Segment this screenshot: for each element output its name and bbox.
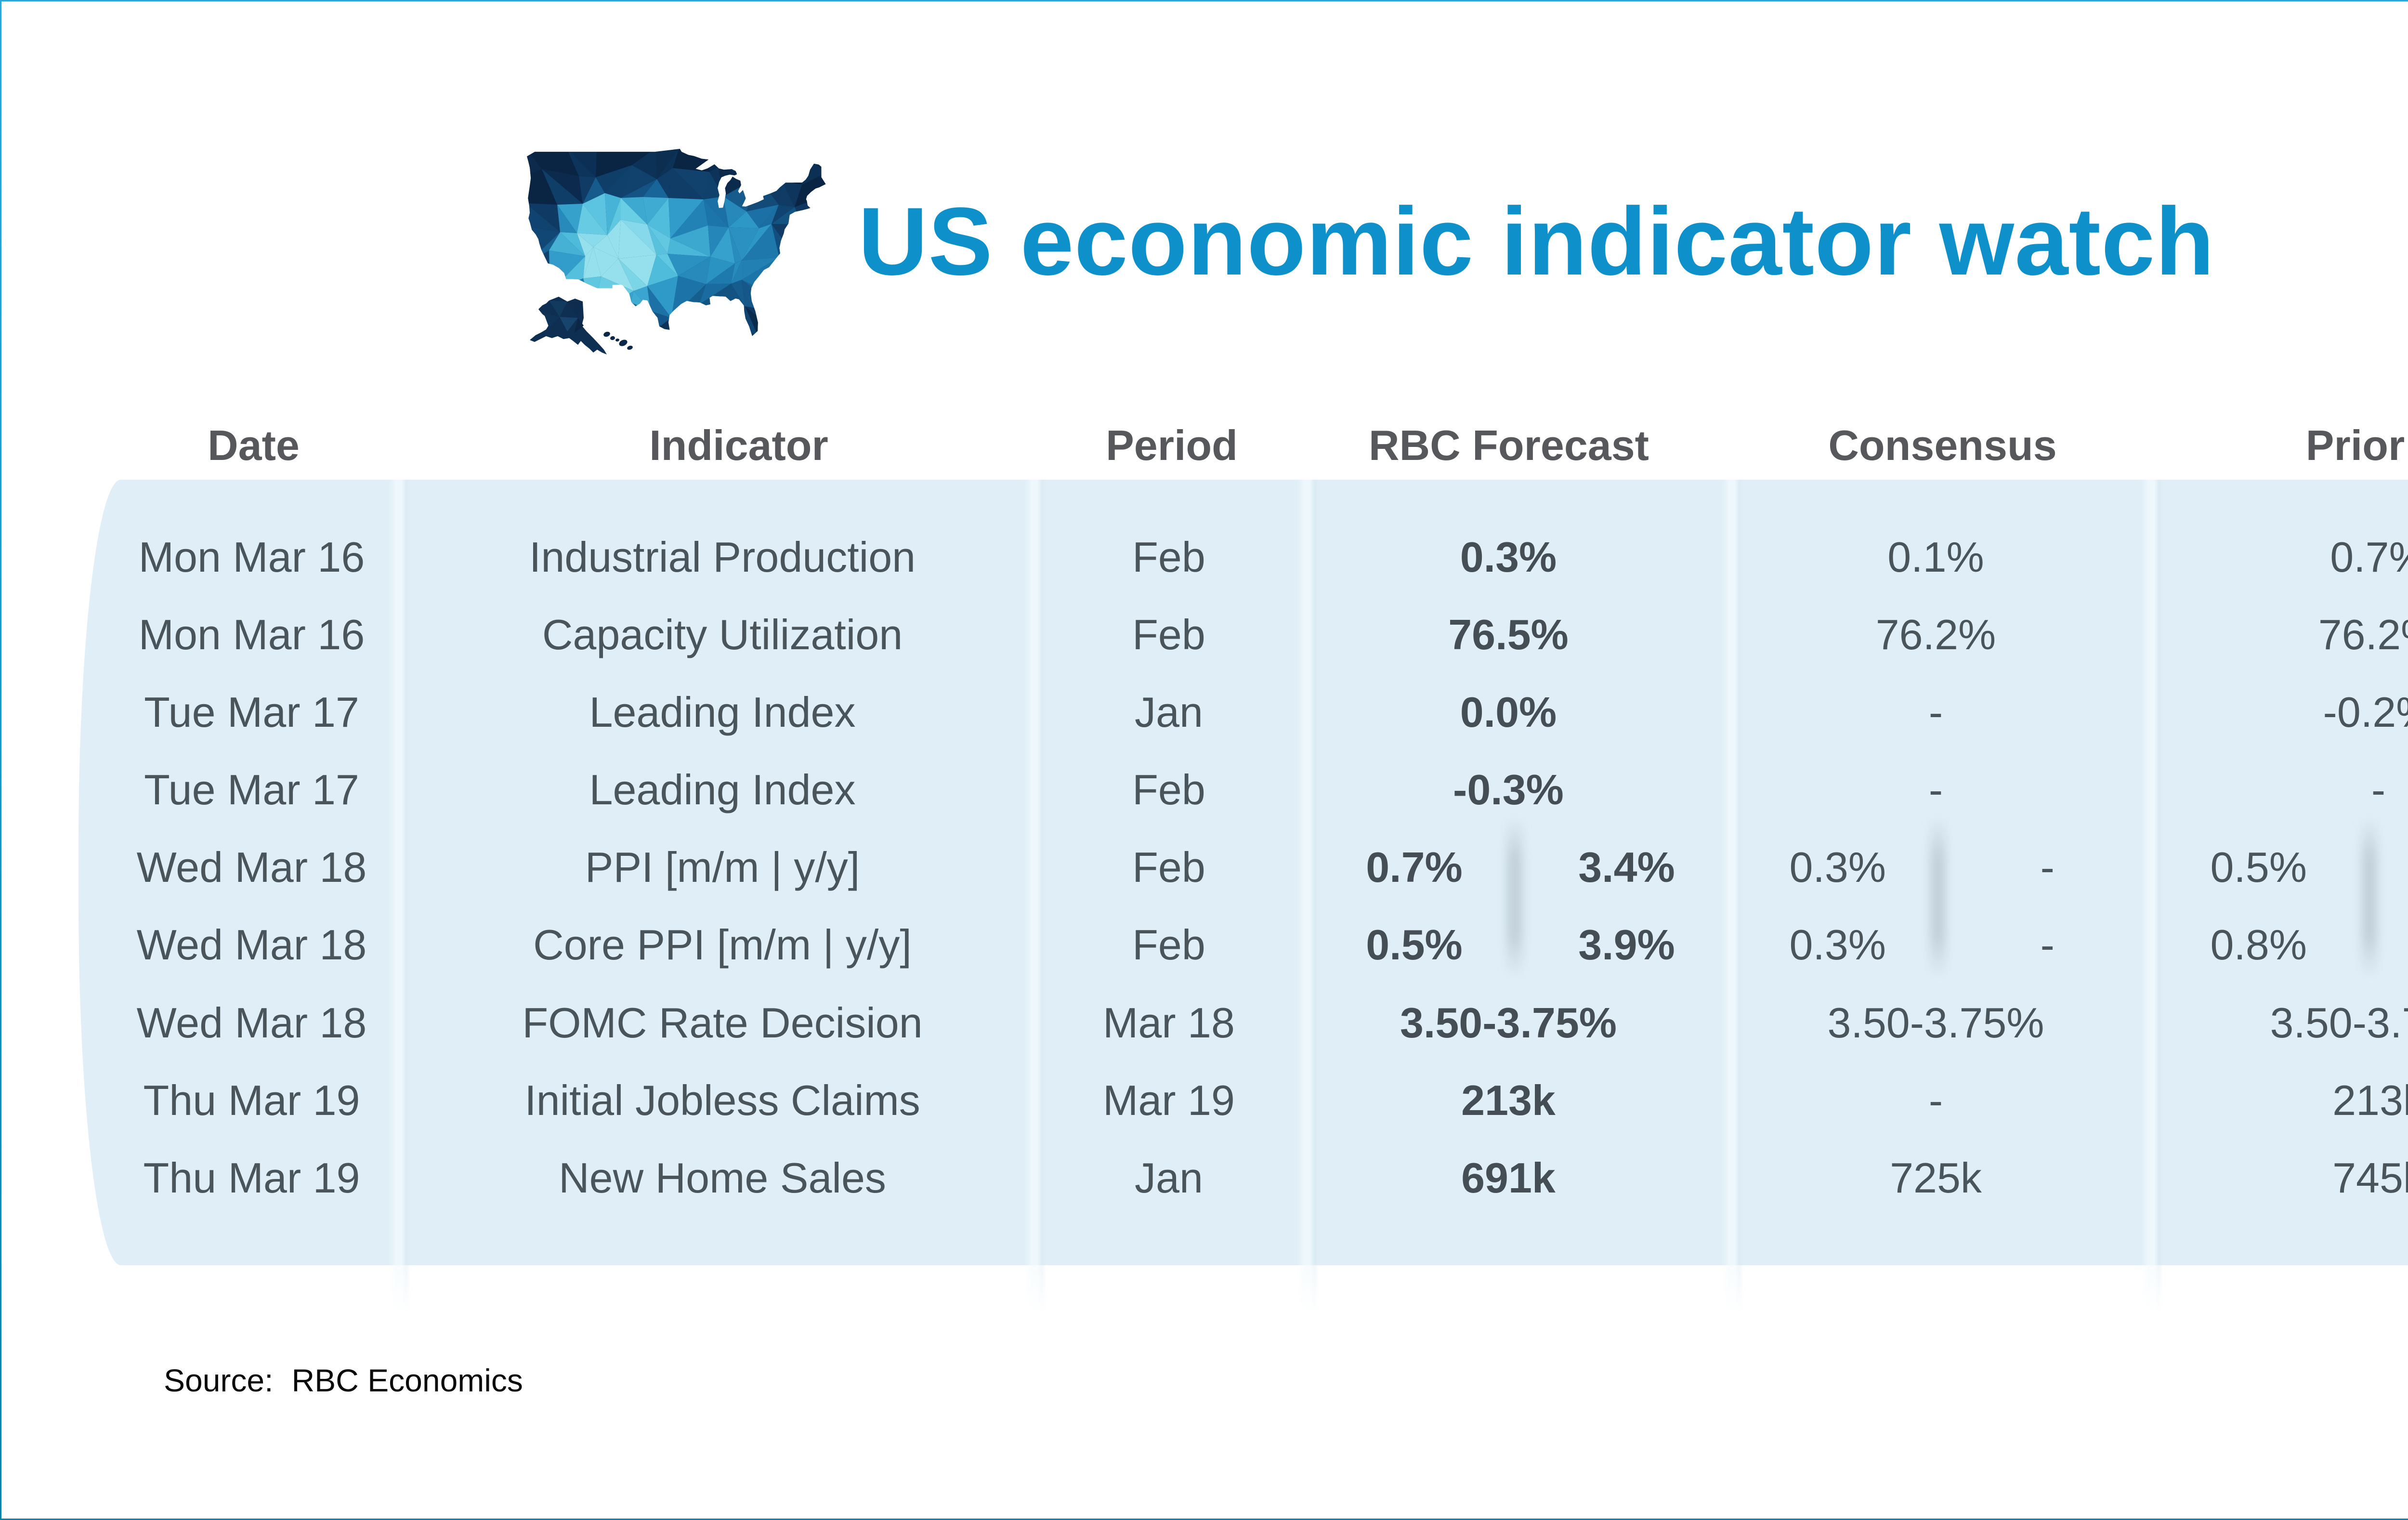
- cell-indicator: Core PPI [m/m | y/y]: [533, 921, 912, 969]
- cell-prior: -: [2371, 766, 2386, 813]
- cell-prior: 213k: [2332, 1076, 2408, 1124]
- table-header-row: Date Indicator Period RBC Forecast Consensus…: [0, 407, 2408, 484]
- cell-forecast: 0.0%: [1460, 688, 1557, 736]
- cell-period: Feb: [1132, 611, 1205, 658]
- table-row: Thu Mar 19 Initial Jobless Claims Mar 19 21…: [0, 1062, 2408, 1139]
- cell-prior-mm: 0.5%: [2210, 843, 2307, 891]
- table-row: Mon Mar 16 Industrial Production Feb 0.3% 0.…: [0, 519, 2408, 596]
- column-separator: [1024, 480, 1047, 1317]
- cell-consensus: 0.3% -: [1733, 906, 2152, 983]
- cell-consensus-yy: -: [2040, 843, 2055, 891]
- cell-consensus: -: [1928, 1076, 1943, 1124]
- usa-lowpoly-map: [527, 149, 826, 354]
- cell-forecast-yy: 3.9%: [1578, 921, 1675, 969]
- cell-forecast: 691k: [1461, 1154, 1556, 1202]
- cell-period: Feb: [1132, 843, 1205, 891]
- cell-indicator: Leading Index: [589, 766, 856, 813]
- cell-prior: 0.5% 2.9%: [2152, 829, 2408, 906]
- table-row: Mon Mar 16 Capacity Utilization Feb 76.5% 76…: [0, 596, 2408, 673]
- source-label: Source:: [164, 1363, 274, 1398]
- column-separator: [1722, 480, 1744, 1317]
- cell-forecast: 0.5% 3.9%: [1308, 906, 1733, 983]
- cell-prior-yy: 3.6%: [2365, 920, 2408, 970]
- cell-date: Mon Mar 16: [138, 611, 365, 658]
- cell-forecast-mm: 0.5%: [1366, 921, 1463, 969]
- cell-date: Wed Mar 18: [136, 921, 367, 969]
- cell-forecast: 0.3%: [1460, 533, 1557, 581]
- cell-date: Thu Mar 19: [143, 1076, 360, 1124]
- cell-prior-mm: 0.8%: [2210, 921, 2307, 969]
- cell-period: Jan: [1135, 1154, 1203, 1202]
- cell-prior: 0.7%: [2330, 533, 2408, 581]
- cell-prior: 3.50-3.75%: [2270, 999, 2408, 1047]
- source-note: Source: RBC Economics: [164, 1347, 523, 1414]
- cell-forecast: 213k: [1461, 1076, 1556, 1124]
- cell-period: Jan: [1135, 688, 1203, 736]
- column-header-date: Date: [208, 421, 300, 469]
- cell-date: Wed Mar 18: [136, 843, 367, 891]
- table-row: Tue Mar 17 Leading Index Jan 0.0% - -0.2%: [0, 674, 2408, 751]
- cell-indicator: Initial Jobless Claims: [524, 1076, 920, 1124]
- cell-forecast: 3.50-3.75%: [1400, 999, 1617, 1047]
- cell-period: Feb: [1132, 533, 1205, 581]
- column-separator: [2141, 480, 2163, 1317]
- cell-consensus-mm: 0.3%: [1789, 843, 1886, 891]
- table-row: Tue Mar 17 Leading Index Feb -0.3% - -: [0, 751, 2408, 828]
- cell-period: Mar 19: [1103, 1076, 1235, 1124]
- cell-consensus: 725k: [1890, 1154, 1982, 1202]
- cell-forecast-mm: 0.7%: [1366, 843, 1463, 891]
- cell-date: Mon Mar 16: [138, 533, 365, 581]
- cell-forecast-yy: 3.4%: [1578, 843, 1675, 891]
- column-header-indicator: Indicator: [649, 421, 828, 469]
- cell-consensus-mm: 0.3%: [1789, 921, 1886, 969]
- cell-indicator: Capacity Utilization: [542, 611, 903, 658]
- cell-indicator: Leading Index: [589, 688, 856, 736]
- table-row: Wed Mar 18 PPI [m/m | y/y] Feb 0.7% 3.4% 0.3%…: [0, 829, 2408, 906]
- cell-date: Tue Mar 17: [144, 688, 359, 736]
- hawaii-shape: [603, 331, 633, 350]
- cell-period: Mar 18: [1103, 999, 1235, 1047]
- cell-date: Thu Mar 19: [143, 1154, 360, 1202]
- cell-date: Tue Mar 17: [144, 766, 359, 813]
- cell-forecast: -0.3%: [1453, 766, 1564, 813]
- alaska-shape: [530, 297, 607, 354]
- subvalue-divider: [2362, 816, 2377, 978]
- cell-prior-yy: 2.9%: [2365, 843, 2408, 892]
- cell-consensus: -: [1928, 766, 1943, 813]
- cell-date: Wed Mar 18: [136, 999, 367, 1047]
- column-header-period: Period: [1106, 421, 1238, 469]
- column-separator: [389, 480, 411, 1317]
- cell-consensus: -: [1928, 688, 1943, 736]
- cell-indicator: PPI [m/m | y/y]: [585, 843, 860, 891]
- table-row: Wed Mar 18 Core PPI [m/m | y/y] Feb 0.5% 3.9…: [0, 906, 2408, 983]
- cell-indicator: Industrial Production: [529, 533, 916, 581]
- table-row: Thu Mar 19 New Home Sales Jan 691k 725k 745k: [0, 1140, 2408, 1217]
- cell-consensus: 76.2%: [1875, 611, 1996, 658]
- cell-consensus: 3.50-3.75%: [1827, 999, 2044, 1047]
- cell-prior: 0.8% 3.6%: [2152, 906, 2408, 983]
- column-header-forecast: RBC Forecast: [1369, 421, 1649, 469]
- column-separator: [1297, 480, 1319, 1317]
- cell-indicator: FOMC Rate Decision: [522, 999, 923, 1047]
- page-title: US economic indicator watch: [858, 188, 2215, 295]
- cell-forecast: 0.7% 3.4%: [1308, 829, 1733, 906]
- cell-consensus: 0.3% -: [1733, 829, 2152, 906]
- column-header-prior: Prior: [2305, 421, 2405, 469]
- cell-indicator: New Home Sales: [559, 1154, 886, 1202]
- cell-period: Feb: [1132, 921, 1205, 969]
- cell-prior: 76.2%: [2318, 611, 2408, 658]
- cell-forecast: 76.5%: [1448, 611, 1569, 658]
- cell-prior: -0.2%: [2323, 688, 2408, 736]
- subvalue-divider: [1507, 816, 1522, 978]
- table-row: Wed Mar 18 FOMC Rate Decision Mar 18 3.50-3…: [0, 984, 2408, 1061]
- cell-period: Feb: [1132, 766, 1205, 813]
- subvalue-divider: [1930, 816, 1946, 978]
- cell-consensus-yy: -: [2040, 921, 2055, 969]
- source-value: RBC Economics: [291, 1363, 523, 1398]
- cell-consensus: 0.1%: [1887, 533, 1984, 581]
- table-body-panel: [79, 480, 2408, 1265]
- cell-prior: 745k: [2332, 1154, 2408, 1202]
- column-header-consensus: Consensus: [1828, 421, 2057, 469]
